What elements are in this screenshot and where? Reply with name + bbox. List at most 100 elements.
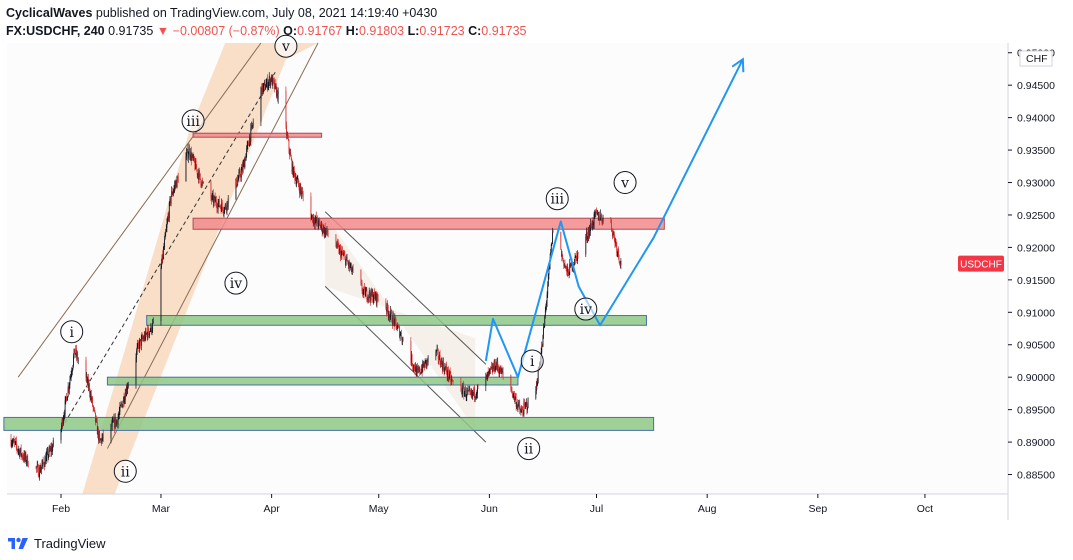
candle-body	[373, 292, 375, 300]
candle-body	[474, 387, 475, 398]
candle-body	[475, 396, 477, 398]
candle-body	[168, 215, 170, 219]
candle-body	[297, 178, 299, 180]
candle-body	[577, 252, 578, 261]
candle-body	[252, 125, 253, 127]
candle-body	[152, 320, 154, 324]
candle-body	[189, 156, 191, 158]
candle-body	[462, 385, 464, 387]
y-tick-label: 0.92500	[1017, 210, 1055, 222]
candle-body	[122, 402, 124, 408]
candle-body	[345, 256, 346, 266]
candle-body	[444, 367, 446, 369]
candle-body	[415, 366, 417, 376]
candle-body	[12, 441, 14, 444]
candle-body	[23, 457, 24, 460]
candle-body	[268, 81, 270, 86]
candle-body	[615, 241, 617, 245]
candle-body	[173, 187, 175, 191]
candle-body	[210, 182, 212, 198]
candle-body	[543, 327, 544, 336]
candle-body	[123, 397, 125, 403]
wave-label-circle	[60, 320, 84, 344]
candle-body	[520, 411, 522, 413]
candle-body	[90, 394, 92, 400]
candle-body	[125, 393, 127, 397]
candle-body	[89, 384, 90, 394]
candle-body	[218, 199, 220, 204]
candle-body	[237, 178, 239, 180]
candle-body	[194, 161, 196, 169]
candle-body	[61, 425, 62, 430]
candle-body	[477, 385, 479, 387]
wave-label-circle	[545, 187, 569, 211]
candle-body	[320, 226, 322, 228]
candle-body	[499, 366, 501, 372]
candle-body	[318, 219, 320, 227]
symbol-price-tag-label: USDCHF	[960, 260, 1002, 271]
candles	[10, 72, 622, 481]
candle-body	[163, 247, 165, 250]
candle-body	[60, 429, 62, 441]
candle-body	[374, 292, 375, 295]
symbol-label[interactable]: FX:USDCHF, 240	[6, 24, 105, 38]
candle-body	[311, 215, 312, 220]
candle-body	[613, 232, 615, 234]
candle-body	[324, 227, 326, 236]
candle-body	[292, 163, 294, 177]
candle-body	[526, 403, 528, 410]
candle-body	[377, 298, 379, 301]
candle-body	[476, 393, 478, 396]
wave-label-v: v	[281, 39, 290, 55]
candle-body	[263, 83, 265, 87]
candle-body	[92, 397, 93, 407]
candle-body	[568, 274, 570, 276]
x-tick-label: Jul	[590, 503, 603, 515]
candle-body	[18, 449, 20, 451]
candle-body	[150, 324, 152, 331]
candle-body	[46, 452, 48, 457]
candle-body	[425, 360, 427, 361]
candle-body	[486, 374, 488, 379]
author-name[interactable]: CyclicalWaves	[6, 6, 93, 20]
candle-body	[547, 274, 549, 287]
footer-brand[interactable]: TradingView	[34, 535, 106, 551]
y-tick-label: 0.89500	[1017, 405, 1055, 417]
candle-body	[226, 201, 228, 211]
candle-body	[386, 308, 387, 312]
candle-body	[217, 203, 219, 209]
candle-body	[249, 137, 251, 142]
candle-body	[250, 127, 252, 142]
candle-body	[201, 181, 203, 187]
candle-body	[177, 176, 179, 177]
candle-body	[519, 409, 521, 413]
wave-label-ii: ii	[524, 442, 533, 458]
x-tick-label: Apr	[263, 503, 280, 515]
candle-body	[312, 214, 314, 223]
candle-body	[566, 266, 568, 273]
candle-body	[248, 142, 249, 146]
candle-body	[186, 152, 187, 157]
candle-body	[112, 420, 114, 423]
candle-body	[214, 196, 216, 203]
candle-body	[87, 378, 89, 384]
candle-body	[415, 366, 417, 372]
candle-body	[191, 156, 193, 161]
candle-body	[370, 296, 371, 301]
candle-body	[513, 392, 515, 396]
candle-body	[352, 267, 353, 271]
chart-header: CyclicalWaves published on TradingView.c…	[6, 4, 526, 40]
candle-body	[127, 387, 129, 391]
candle-body	[418, 369, 419, 371]
candle-body	[527, 398, 529, 409]
candle-body	[93, 407, 95, 408]
candle-body	[143, 335, 145, 340]
price-tags: USDCHF	[958, 255, 1004, 272]
candle-body	[160, 267, 162, 321]
candle-body	[120, 404, 122, 406]
time-axis[interactable]: Feb Mar Apr May Jun Jul Aug Sep Oct	[52, 494, 933, 515]
candle-body	[591, 220, 593, 229]
candle-body	[164, 239, 165, 248]
price-axis[interactable]: 0.950000.945000.940000.935000.930000.925…	[1008, 48, 1055, 482]
